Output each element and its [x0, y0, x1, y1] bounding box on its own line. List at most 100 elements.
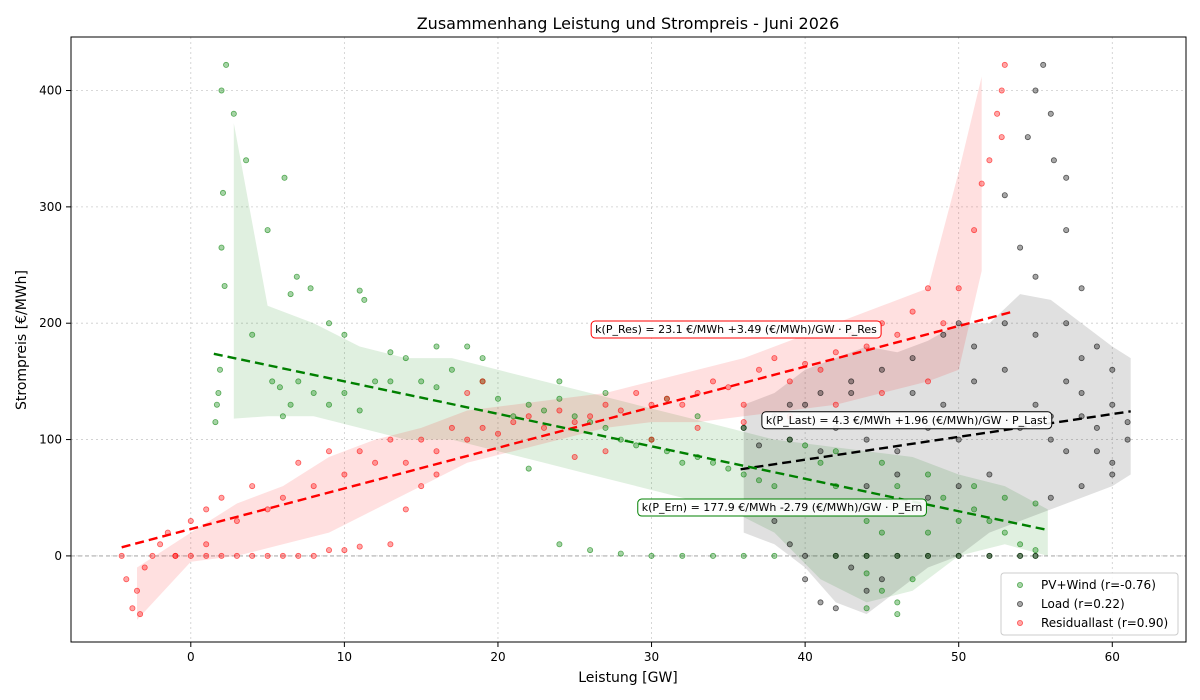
residual-point: [986, 157, 993, 164]
pv-wind-point: [216, 366, 223, 373]
pv-wind-point: [494, 395, 501, 402]
residual-point: [925, 285, 932, 292]
load-point: [802, 401, 809, 408]
pv-wind-point: [276, 384, 283, 391]
residual-point: [123, 576, 130, 583]
load-point: [786, 436, 793, 443]
load-point: [1040, 61, 1047, 68]
pv-wind-point: [587, 547, 594, 554]
pv-wind-point: [218, 87, 225, 94]
plot-frame: [70, 36, 1187, 643]
load-point: [894, 448, 901, 455]
confidence-bands: [137, 76, 1131, 620]
residual-point: [909, 308, 916, 315]
residual-point: [740, 401, 747, 408]
residual-point: [617, 407, 624, 414]
pv-wind-point: [571, 413, 578, 420]
residual-point: [325, 448, 332, 455]
load-point: [1109, 459, 1116, 466]
pv-wind-point: [223, 61, 230, 68]
residual-point: [756, 366, 763, 373]
y-axis-label: Strompreis [€/MWh]: [14, 270, 30, 410]
legend-label: Residuallast (r=0.90): [1041, 616, 1168, 630]
residual-point: [187, 518, 194, 525]
load-point: [1047, 110, 1054, 117]
residual-point: [295, 552, 302, 559]
fit-lines: [121, 310, 1131, 549]
residual-point: [249, 483, 256, 490]
pv-wind-point: [909, 576, 916, 583]
legend-marker: [1017, 582, 1024, 589]
load-point: [1124, 419, 1131, 426]
load-point: [955, 436, 962, 443]
load-point: [971, 343, 978, 350]
pv-wind-point: [771, 483, 778, 490]
load-point: [1078, 285, 1085, 292]
residual-point: [971, 227, 978, 234]
load-point: [894, 552, 901, 559]
residual-point: [998, 134, 1005, 141]
load-point: [771, 518, 778, 525]
residual-point: [525, 413, 532, 420]
pv-wind-point: [710, 459, 717, 466]
pv-wind-point: [525, 401, 532, 408]
pv-wind-point: [448, 366, 455, 373]
pv-wind-point: [269, 378, 276, 385]
pv-wind-point: [356, 287, 363, 294]
residual-point: [648, 436, 655, 443]
residual-point: [817, 366, 824, 373]
load-point: [940, 331, 947, 338]
pv-wind-point: [361, 296, 368, 303]
residual-point: [602, 448, 609, 455]
pv-wind-point: [281, 174, 288, 181]
band-residuallast: [137, 76, 982, 620]
load-point: [786, 401, 793, 408]
load-point: [863, 436, 870, 443]
pv-wind-point: [817, 459, 824, 466]
pv-wind-point: [955, 518, 962, 525]
load-point: [1047, 494, 1054, 501]
load-point: [863, 483, 870, 490]
band-load: [743, 294, 1131, 615]
pv-wind-point: [215, 389, 222, 396]
pv-wind-point: [372, 378, 379, 385]
residual-point: [894, 331, 901, 338]
residual-point: [878, 389, 885, 396]
pv-wind-point: [293, 273, 300, 280]
load-point: [1093, 424, 1100, 431]
load-point: [740, 424, 747, 431]
pv-wind-point: [464, 343, 471, 350]
pv-wind-point: [213, 401, 220, 408]
residual-point: [694, 424, 701, 431]
y-tick-label: 400: [39, 84, 62, 98]
residual-point: [387, 541, 394, 548]
pv-wind-point: [264, 227, 271, 234]
residual-point: [433, 471, 440, 478]
pv-wind-point: [212, 419, 219, 426]
residual-point: [129, 605, 136, 612]
residual-point: [341, 471, 348, 478]
load-point: [1093, 343, 1100, 350]
fit-line-load: [740, 410, 1131, 471]
load-point: [1063, 448, 1070, 455]
load-point: [1109, 366, 1116, 373]
residual-point: [341, 547, 348, 554]
residual-point: [940, 320, 947, 327]
x-tick-label: 0: [187, 650, 195, 664]
load-point: [848, 389, 855, 396]
load-point: [1109, 471, 1116, 478]
residual-point: [149, 552, 156, 559]
load-point: [1001, 366, 1008, 373]
load-point: [1032, 273, 1039, 280]
pv-wind-point: [894, 483, 901, 490]
x-tick-label: 20: [490, 650, 505, 664]
pv-wind-point: [510, 413, 517, 420]
pv-wind-point: [878, 587, 885, 594]
residual-point: [1001, 61, 1008, 68]
pv-wind-point: [971, 506, 978, 513]
load-point: [878, 366, 885, 373]
pv-wind-point: [740, 552, 747, 559]
residual-point: [679, 401, 686, 408]
load-point: [1050, 157, 1057, 164]
